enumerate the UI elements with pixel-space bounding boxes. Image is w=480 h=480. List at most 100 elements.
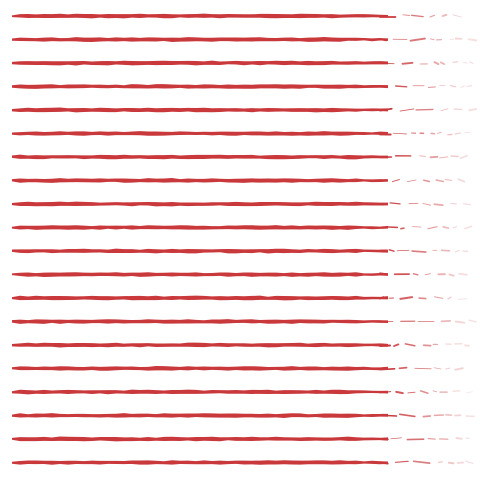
brush-stroke: [12, 37, 388, 42]
brush-tail: [396, 249, 410, 252]
brush-stroke: [12, 201, 388, 207]
brush-tail: [410, 14, 424, 18]
brush-tail: [429, 155, 439, 159]
brush-tail: [429, 14, 436, 18]
brush-tail: [390, 437, 402, 440]
brush-tail: [427, 86, 436, 88]
brush-tail: [441, 13, 448, 17]
brush-tail: [399, 108, 415, 112]
brush-tail: [442, 225, 450, 230]
brush-tail: [379, 296, 385, 300]
brush-stroke: [12, 107, 388, 113]
brush-tail: [460, 85, 466, 88]
brush-tail: [415, 108, 434, 111]
brush-tail: [406, 179, 417, 183]
brush-tail: [454, 367, 464, 371]
brush-tail: [459, 154, 468, 160]
brush-tail: [411, 250, 427, 253]
brush-tail: [445, 367, 451, 370]
brush-tail: [422, 179, 431, 183]
brush-tail: [401, 61, 414, 65]
brush-tail: [424, 273, 431, 276]
brush-tail: [419, 390, 429, 394]
brush-tail: [379, 179, 387, 183]
brush-tail: [465, 437, 470, 439]
brush-tail: [379, 344, 392, 348]
brush-tail: [392, 179, 400, 183]
brush-tail: [462, 202, 472, 206]
brush-tail: [379, 391, 392, 394]
brush-stroke: [12, 178, 388, 183]
brush-stroke: [12, 295, 388, 301]
brush-tail: [449, 84, 457, 88]
brush-tail: [379, 461, 389, 465]
brush-stroke: [12, 13, 388, 19]
brush-tail: [436, 131, 442, 134]
brush-stroke: [12, 272, 388, 277]
brush-tail: [379, 85, 388, 88]
brush-tail: [379, 38, 387, 42]
brush-tail: [429, 38, 435, 41]
brush-tail: [437, 461, 443, 463]
brush-tail: [419, 155, 426, 157]
brush-tail: [402, 14, 410, 16]
brush-tail: [457, 178, 466, 183]
brush-tail: [465, 460, 474, 464]
brush-tail: [440, 108, 449, 112]
brush-stroke: [12, 319, 388, 324]
brush-tail: [455, 437, 463, 440]
brush-tail: [399, 296, 414, 300]
brush-tail: [466, 84, 473, 88]
brush-stroke: [12, 342, 388, 348]
brush-stroke: [12, 225, 388, 230]
brush-stroke: [12, 413, 388, 418]
brush-tail: [452, 14, 462, 18]
brush-tail: [468, 108, 478, 112]
brush-tail: [400, 227, 405, 230]
brush-tail: [432, 390, 437, 393]
brush-tail: [453, 108, 463, 111]
brush-tail: [379, 272, 388, 276]
brush-tail: [379, 107, 393, 112]
brush-tail: [439, 156, 449, 159]
brush-stroke: [12, 154, 388, 160]
brush-tail: [433, 61, 440, 66]
brush-tail: [450, 202, 457, 205]
brush-stroke: [12, 60, 388, 66]
brush-tail: [393, 343, 400, 347]
brush-tail: [379, 368, 396, 371]
brush-stroke: [12, 389, 388, 395]
brush-tail: [454, 250, 460, 253]
brush-tail: [395, 390, 404, 395]
brush-tail: [389, 202, 401, 205]
brush-tail: [414, 367, 432, 370]
brush-tail: [379, 320, 394, 323]
brush-tail: [444, 178, 452, 181]
brush-tail: [466, 391, 473, 394]
brush-tail: [404, 343, 416, 347]
brush-stroke: [12, 248, 388, 254]
brush-tail: [467, 38, 478, 42]
brush-tail: [464, 344, 470, 347]
brush-tail: [440, 320, 451, 323]
brush-tail: [427, 437, 436, 440]
brush-tail: [418, 297, 427, 300]
brush-tail: [450, 155, 459, 158]
brush-tail: [398, 413, 416, 418]
brush-tail: [434, 296, 444, 299]
brush-tail: [433, 203, 444, 206]
brush-stroke: [12, 436, 388, 442]
brush-tail: [392, 132, 407, 135]
brush-tail: [439, 61, 446, 66]
brush-tail: [422, 415, 432, 418]
brush-tail: [447, 461, 455, 465]
brush-tail: [469, 61, 474, 64]
brush-stroke: [12, 131, 388, 136]
brush-tail: [427, 226, 438, 230]
brush-tail: [388, 249, 395, 252]
brush-tail: [422, 203, 432, 206]
brush-tail: [412, 460, 431, 464]
